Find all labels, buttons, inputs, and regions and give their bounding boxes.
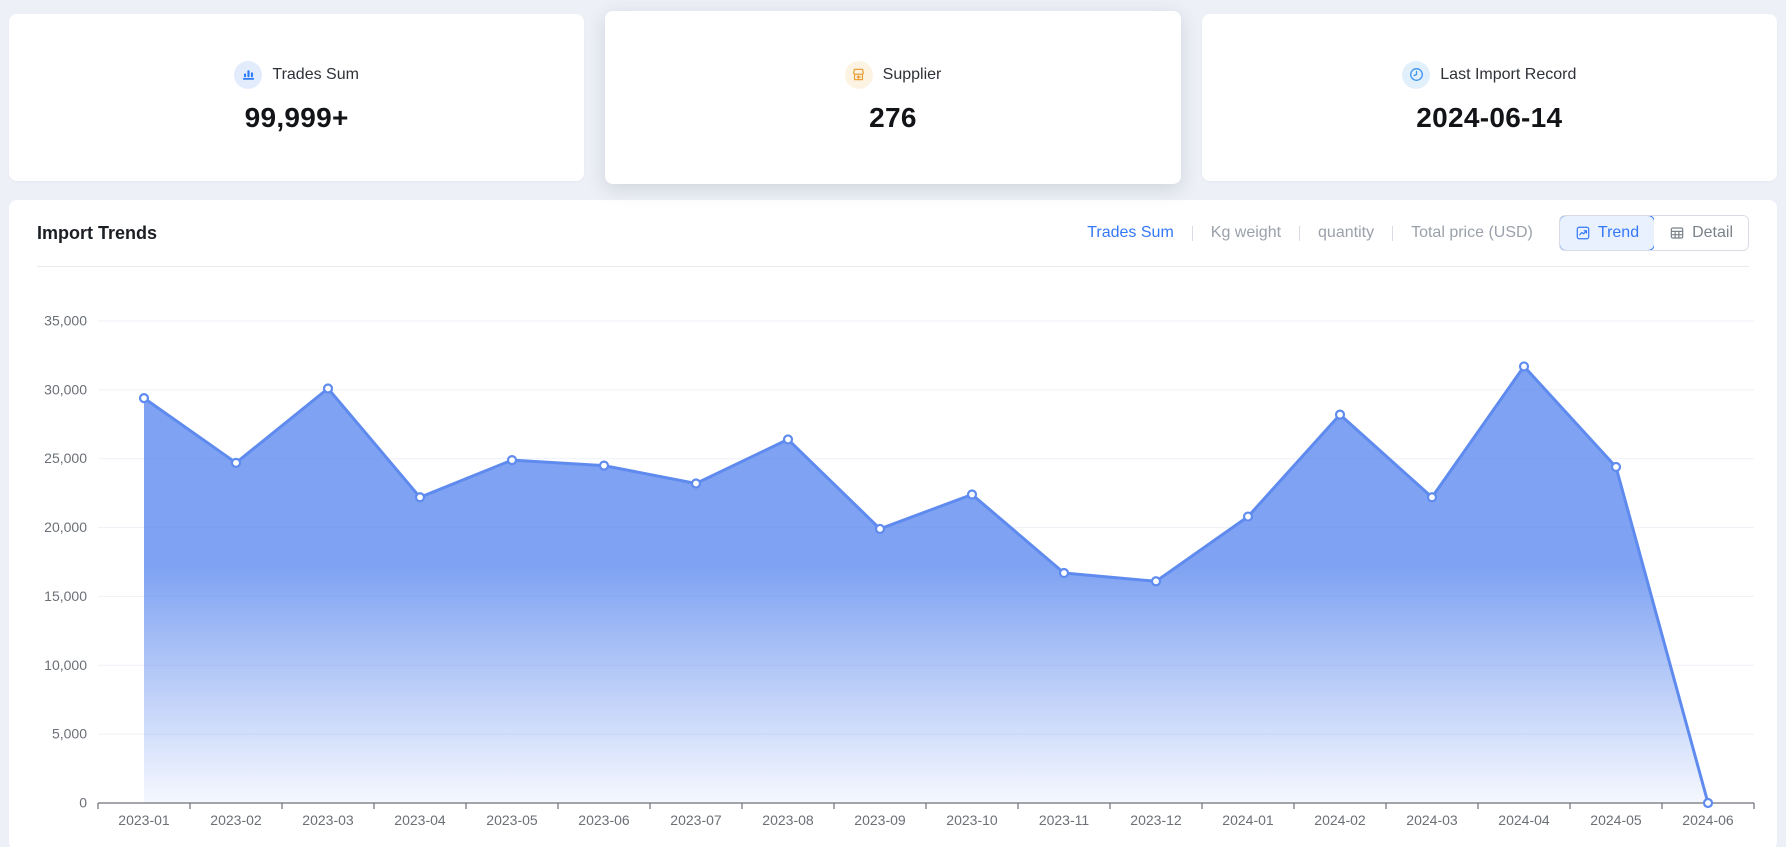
svg-text:10,000: 10,000 (44, 657, 87, 673)
storefront-icon (844, 60, 873, 89)
svg-text:2023-10: 2023-10 (946, 812, 998, 828)
svg-text:0: 0 (79, 795, 87, 811)
svg-text:2023-09: 2023-09 (854, 812, 906, 828)
tab-total-price-usd[interactable]: Total price (USD) (1411, 224, 1533, 241)
detail-view-button[interactable]: Detail (1654, 216, 1748, 250)
stat-card-trades-sum[interactable]: Trades Sum 99,999+ (9, 13, 585, 181)
svg-text:2023-01: 2023-01 (118, 812, 170, 828)
stat-card-value: 276 (869, 101, 917, 133)
tab-trades-sum[interactable]: Trades Sum (1087, 224, 1174, 241)
svg-text:15,000: 15,000 (44, 588, 87, 604)
stat-card-value: 99,999+ (244, 101, 349, 133)
svg-text:2023-11: 2023-11 (1039, 812, 1090, 828)
stat-card-label: Trades Sum (272, 65, 359, 83)
stat-card-label: Supplier (882, 65, 942, 83)
svg-text:25,000: 25,000 (44, 450, 87, 466)
trend-view-button[interactable]: Trend (1559, 216, 1655, 250)
import-trends-panel: Import Trends Trades Sum Kg weight quant… (9, 200, 1777, 847)
panel-header: Import Trends Trades Sum Kg weight quant… (37, 200, 1749, 267)
svg-text:2024-06: 2024-06 (1682, 812, 1734, 828)
svg-text:2023-03: 2023-03 (302, 812, 354, 828)
stat-card-last-import-record[interactable]: Last Import Record 2024-06-14 (1201, 13, 1777, 181)
detail-button-label: Detail (1692, 224, 1733, 241)
tab-kg-weight[interactable]: Kg weight (1210, 224, 1282, 241)
svg-text:2024-01: 2024-01 (1222, 812, 1274, 828)
trend-chart-icon (1575, 225, 1591, 241)
bar-chart-icon (234, 60, 263, 89)
metric-tabs: Trades Sum Kg weight quantity Total pric… (1087, 224, 1533, 242)
stat-card-supplier[interactable]: Supplier 276 (605, 10, 1181, 184)
table-icon (1669, 225, 1685, 241)
svg-text:30,000: 30,000 (44, 381, 87, 397)
svg-text:2024-04: 2024-04 (1498, 812, 1550, 828)
svg-text:2023-05: 2023-05 (486, 812, 538, 828)
stat-card-value: 2024-06-14 (1416, 101, 1563, 133)
svg-text:2023-12: 2023-12 (1130, 812, 1182, 828)
svg-text:2024-05: 2024-05 (1590, 812, 1642, 828)
svg-text:35,000: 35,000 (44, 313, 87, 329)
panel-title: Import Trends (37, 222, 158, 243)
tab-quantity[interactable]: quantity (1318, 224, 1375, 241)
svg-text:2024-03: 2024-03 (1406, 812, 1458, 828)
stat-card-row: Trades Sum 99,999+ Supplier 276 (0, 0, 1786, 184)
stat-card-label: Last Import Record (1440, 65, 1577, 83)
svg-text:2023-08: 2023-08 (762, 812, 814, 828)
svg-text:2023-06: 2023-06 (578, 812, 630, 828)
svg-text:2023-04: 2023-04 (394, 812, 446, 828)
svg-text:2024-02: 2024-02 (1314, 812, 1366, 828)
svg-text:5,000: 5,000 (52, 726, 87, 742)
chart-area: 0 5,000 10,000 15,000 20,000 25,000 30,000 35,0… (9, 267, 1777, 847)
trends-chart[interactable]: 0 5,000 10,000 15,000 20,000 25,000 30,000 35,0… (9, 267, 1777, 847)
svg-text:2023-07: 2023-07 (670, 812, 722, 828)
svg-text:20,000: 20,000 (44, 519, 87, 535)
divider (1392, 225, 1394, 241)
trend-button-label: Trend (1597, 224, 1640, 241)
clock-icon (1402, 60, 1431, 89)
svg-text:2023-02: 2023-02 (210, 812, 262, 828)
divider (1299, 225, 1301, 241)
divider (1191, 225, 1193, 241)
view-toggle: Trend Detail (1558, 215, 1749, 251)
